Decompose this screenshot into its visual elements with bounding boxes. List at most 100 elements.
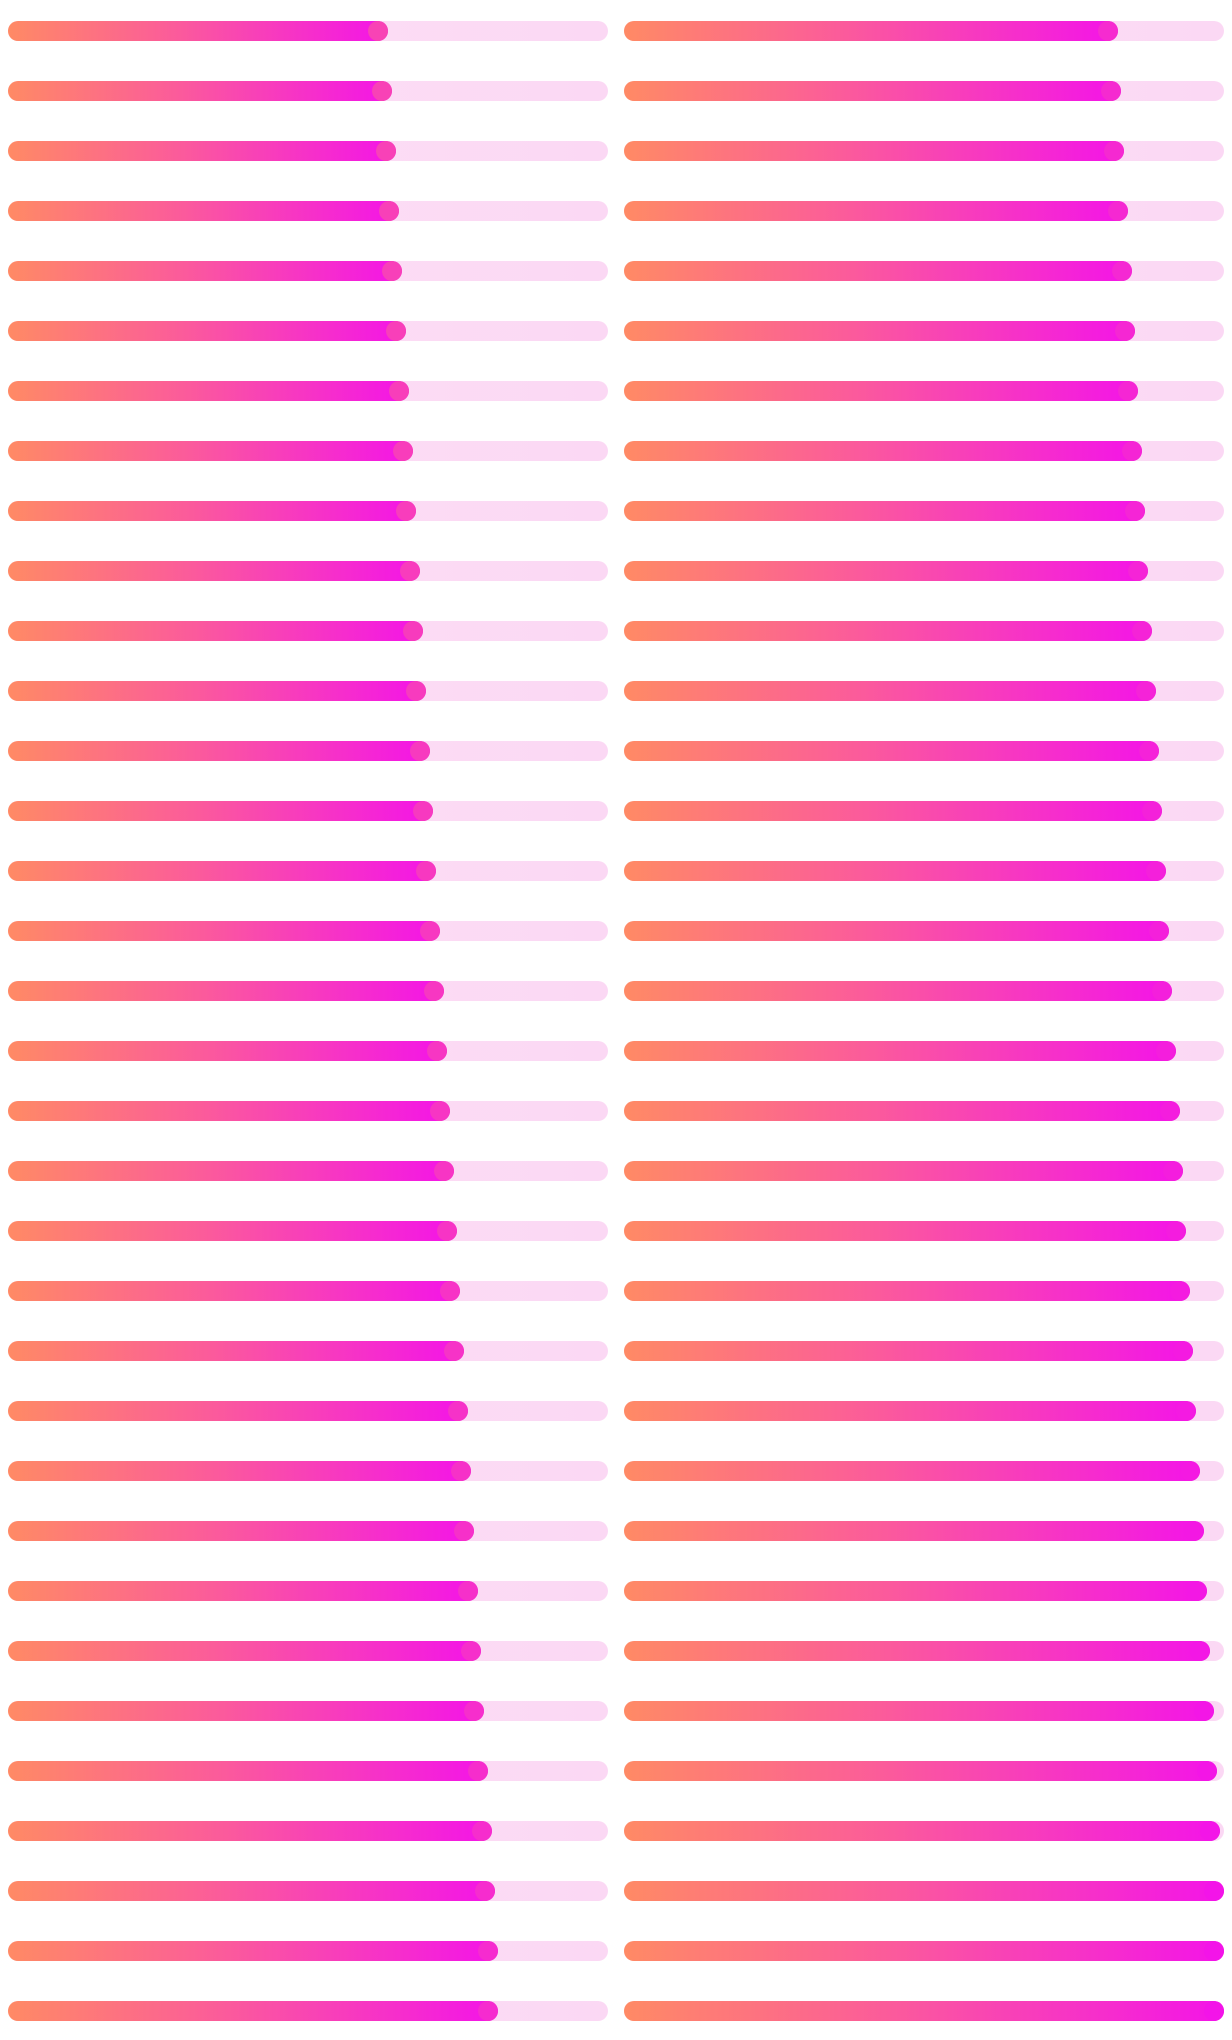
progress-fill xyxy=(8,21,388,41)
progress-knob[interactable] xyxy=(403,621,423,641)
progress-knob[interactable] xyxy=(444,1341,464,1361)
progress-knob[interactable] xyxy=(1152,981,1172,1001)
progress-knob[interactable] xyxy=(1108,201,1128,221)
progress-knob[interactable] xyxy=(410,741,430,761)
progress-bar xyxy=(8,861,608,881)
progress-knob[interactable] xyxy=(396,501,416,521)
progress-fill xyxy=(624,1221,1186,1241)
progress-knob[interactable] xyxy=(475,1881,495,1901)
progress-bar xyxy=(624,1041,1224,1061)
progress-knob[interactable] xyxy=(1115,321,1135,341)
progress-bar xyxy=(8,1101,608,1121)
progress-bar xyxy=(8,261,608,281)
progress-bar xyxy=(8,201,608,221)
progress-knob[interactable] xyxy=(416,861,436,881)
progress-knob[interactable] xyxy=(406,681,426,701)
progress-bar xyxy=(8,1041,608,1061)
progress-fill xyxy=(8,1281,460,1301)
progress-knob[interactable] xyxy=(1146,861,1166,881)
progress-knob[interactable] xyxy=(382,261,402,281)
progress-knob[interactable] xyxy=(458,1581,478,1601)
progress-knob[interactable] xyxy=(1128,561,1148,581)
progress-bar xyxy=(624,1821,1224,1841)
progress-fill xyxy=(8,1701,484,1721)
progress-bar xyxy=(8,1941,608,1961)
progress-knob[interactable] xyxy=(1166,1221,1186,1241)
progress-fill xyxy=(624,2001,1224,2021)
progress-knob[interactable] xyxy=(1187,1581,1207,1601)
progress-knob[interactable] xyxy=(386,321,406,341)
progress-knob[interactable] xyxy=(1190,1641,1210,1661)
progress-knob[interactable] xyxy=(1098,21,1118,41)
progress-knob[interactable] xyxy=(427,1041,447,1061)
progress-knob[interactable] xyxy=(1194,1701,1214,1721)
progress-knob[interactable] xyxy=(434,1161,454,1181)
progress-knob[interactable] xyxy=(393,441,413,461)
progress-bar xyxy=(624,81,1224,101)
progress-fill xyxy=(8,681,426,701)
progress-knob[interactable] xyxy=(1142,801,1162,821)
progress-knob[interactable] xyxy=(372,81,392,101)
progress-knob[interactable] xyxy=(454,1521,474,1541)
progress-knob[interactable] xyxy=(437,1221,457,1241)
progress-knob[interactable] xyxy=(478,1941,498,1961)
progress-knob[interactable] xyxy=(1170,1281,1190,1301)
progress-bar xyxy=(624,21,1224,41)
progress-knob[interactable] xyxy=(451,1461,471,1481)
progress-bar xyxy=(624,201,1224,221)
progress-bar xyxy=(8,1461,608,1481)
progress-knob[interactable] xyxy=(1197,1761,1217,1781)
progress-knob[interactable] xyxy=(420,921,440,941)
progress-fill xyxy=(8,1521,474,1541)
progress-knob[interactable] xyxy=(472,1821,492,1841)
progress-knob[interactable] xyxy=(1176,1401,1196,1421)
progress-knob[interactable] xyxy=(400,561,420,581)
progress-knob[interactable] xyxy=(1173,1341,1193,1361)
progress-knob[interactable] xyxy=(1101,81,1121,101)
progress-knob[interactable] xyxy=(461,1641,481,1661)
progress-knob[interactable] xyxy=(1156,1041,1176,1061)
progress-knob[interactable] xyxy=(1118,381,1138,401)
progress-knob[interactable] xyxy=(1149,921,1169,941)
progress-knob[interactable] xyxy=(1204,1941,1224,1961)
progress-fill xyxy=(8,201,399,221)
progress-knob[interactable] xyxy=(430,1101,450,1121)
progress-bar xyxy=(8,141,608,161)
progress-knob[interactable] xyxy=(1104,141,1124,161)
progress-bar xyxy=(624,1161,1224,1181)
progress-fill xyxy=(624,1161,1183,1181)
progress-knob[interactable] xyxy=(389,381,409,401)
progress-knob[interactable] xyxy=(478,2001,498,2021)
progress-knob[interactable] xyxy=(468,1761,488,1781)
progress-knob[interactable] xyxy=(379,201,399,221)
progress-fill xyxy=(624,1821,1220,1841)
progress-bar xyxy=(624,1461,1224,1481)
progress-fill xyxy=(8,1761,488,1781)
progress-knob[interactable] xyxy=(413,801,433,821)
progress-knob[interactable] xyxy=(1112,261,1132,281)
progress-knob[interactable] xyxy=(376,141,396,161)
progress-knob[interactable] xyxy=(1139,741,1159,761)
progress-knob[interactable] xyxy=(1204,1881,1224,1901)
progress-bar xyxy=(8,1521,608,1541)
progress-knob[interactable] xyxy=(1125,501,1145,521)
progress-knob[interactable] xyxy=(424,981,444,1001)
progress-knob[interactable] xyxy=(1180,1461,1200,1481)
progress-knob[interactable] xyxy=(1184,1521,1204,1541)
progress-bar xyxy=(624,441,1224,461)
progress-knob[interactable] xyxy=(440,1281,460,1301)
progress-knob[interactable] xyxy=(1122,441,1142,461)
progress-knob[interactable] xyxy=(464,1701,484,1721)
progress-knob[interactable] xyxy=(368,21,388,41)
progress-bar xyxy=(624,381,1224,401)
progress-knob[interactable] xyxy=(1160,1101,1180,1121)
progress-knob[interactable] xyxy=(448,1401,468,1421)
progress-knob[interactable] xyxy=(1204,2001,1224,2021)
progress-fill xyxy=(8,381,409,401)
progress-knob[interactable] xyxy=(1136,681,1156,701)
progress-knob[interactable] xyxy=(1200,1821,1220,1841)
progress-knob[interactable] xyxy=(1163,1161,1183,1181)
progress-knob[interactable] xyxy=(1132,621,1152,641)
progress-bar xyxy=(624,1941,1224,1961)
progress-fill xyxy=(8,801,433,821)
